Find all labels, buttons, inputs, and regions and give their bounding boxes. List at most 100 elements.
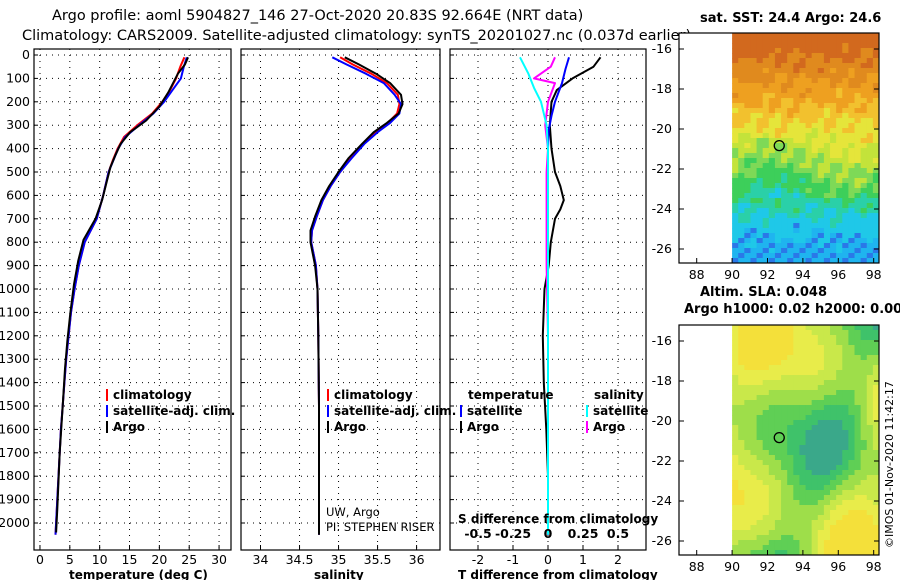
map-cell xyxy=(774,208,782,214)
map-cell xyxy=(732,38,739,44)
map-cell xyxy=(854,113,862,119)
map-cell xyxy=(774,425,782,431)
map-cell xyxy=(738,118,745,124)
map-cell xyxy=(768,248,776,254)
map-cell xyxy=(830,480,837,486)
map-cell xyxy=(848,350,856,356)
map-cell xyxy=(793,480,800,486)
map-cell xyxy=(768,253,776,259)
map-cell xyxy=(744,188,751,194)
salinity-lines xyxy=(309,56,404,535)
map-cell xyxy=(732,495,739,501)
map-cell xyxy=(750,430,758,436)
map-cell xyxy=(781,153,788,159)
map-cell xyxy=(744,415,751,421)
map-cell xyxy=(799,425,807,431)
map-cell xyxy=(830,505,837,511)
map-cell xyxy=(793,228,800,234)
map-cell xyxy=(854,350,862,356)
map-cell xyxy=(738,390,745,396)
map-cell xyxy=(830,233,837,239)
map-cell xyxy=(762,168,770,174)
map-cell xyxy=(836,530,843,536)
map-cell xyxy=(738,375,745,381)
map-cell xyxy=(830,123,837,129)
map-cell xyxy=(793,545,800,551)
map-cell xyxy=(848,208,856,214)
map-cell xyxy=(817,173,825,179)
map-cell xyxy=(860,350,868,356)
map-cell xyxy=(762,223,770,229)
map-cell xyxy=(848,435,856,441)
depth-tick-label: 200 xyxy=(6,94,30,109)
map-cell xyxy=(781,475,788,481)
map-cell xyxy=(866,340,874,346)
map-cell xyxy=(848,88,856,94)
map-cell xyxy=(836,490,843,496)
map-cell xyxy=(811,370,819,376)
map-cell xyxy=(823,325,831,331)
map-cell xyxy=(866,228,874,234)
depth-tick-label: 1100 xyxy=(0,304,30,319)
map-cell xyxy=(756,380,764,386)
map-cell xyxy=(738,163,745,169)
map-cell xyxy=(848,525,856,531)
map-cell xyxy=(842,430,849,436)
map-cell xyxy=(860,173,868,179)
map-cell xyxy=(756,345,764,351)
map-cell xyxy=(781,58,788,64)
map-cell xyxy=(836,188,843,194)
map-cell xyxy=(830,188,837,194)
map-cell xyxy=(811,405,819,411)
map-cell xyxy=(872,410,880,416)
map-cell xyxy=(805,515,813,521)
map-cell xyxy=(744,485,751,491)
difference-grid xyxy=(450,49,646,550)
map-cell xyxy=(762,43,770,49)
map-cell xyxy=(811,470,819,476)
map-cell xyxy=(787,385,794,391)
map-cell xyxy=(823,208,831,214)
map-cell xyxy=(793,500,800,506)
map-cell xyxy=(854,178,862,184)
map-cell xyxy=(750,520,758,526)
map-cell xyxy=(738,63,745,69)
map-cell xyxy=(842,118,849,124)
map-cell xyxy=(817,525,825,531)
map-cell xyxy=(793,430,800,436)
map-cell xyxy=(805,118,813,124)
map-cell xyxy=(805,325,813,331)
map-cell xyxy=(817,480,825,486)
map-cell xyxy=(836,520,843,526)
map-cell xyxy=(872,208,880,214)
map-cell xyxy=(781,73,788,79)
map-cell xyxy=(732,525,739,531)
map-nodata-area xyxy=(679,33,733,263)
map-cell xyxy=(750,390,758,396)
map-cell xyxy=(848,355,856,361)
map-cell xyxy=(860,138,868,144)
map-cell xyxy=(805,38,813,44)
map-cell xyxy=(750,370,758,376)
map-cell xyxy=(811,63,819,69)
map-cell xyxy=(842,88,849,94)
map-cell xyxy=(750,183,758,189)
map-cell xyxy=(811,213,819,219)
map-cell xyxy=(811,360,819,366)
map-cell xyxy=(756,550,764,556)
map-cell xyxy=(854,253,862,259)
map-cell xyxy=(762,485,770,491)
map-cell xyxy=(823,520,831,526)
map-cell xyxy=(744,515,751,521)
map-cell xyxy=(768,73,776,79)
map-cell xyxy=(823,340,831,346)
map-cell xyxy=(781,193,788,199)
map-cell xyxy=(744,325,751,331)
map-cell xyxy=(781,83,788,89)
map-cell xyxy=(750,238,758,244)
map-cell xyxy=(787,173,794,179)
map-cell xyxy=(799,88,807,94)
map-cell xyxy=(793,233,800,239)
map-cell xyxy=(762,53,770,59)
map-cell xyxy=(762,73,770,79)
